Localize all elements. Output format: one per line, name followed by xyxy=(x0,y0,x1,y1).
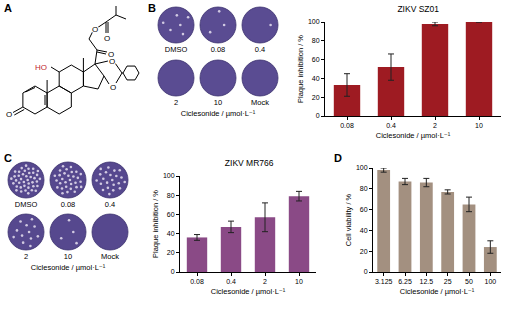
svg-text:80: 80 xyxy=(312,37,320,44)
svg-text:40: 40 xyxy=(167,230,175,237)
svg-text:C: C xyxy=(4,152,12,164)
svg-text:Plaque inhibition / %: Plaque inhibition / % xyxy=(296,35,305,103)
svg-text:40: 40 xyxy=(312,75,320,82)
svg-text:2: 2 xyxy=(24,252,28,261)
svg-text:2: 2 xyxy=(174,98,178,107)
svg-text:2: 2 xyxy=(263,278,267,285)
svg-text:20: 20 xyxy=(312,94,320,101)
svg-text:100: 100 xyxy=(356,164,368,171)
svg-text:2: 2 xyxy=(433,122,437,129)
svg-text:Plaque inhibition / %: Plaque inhibition / % xyxy=(151,190,160,258)
svg-text:ZIKV SZ01: ZIKV SZ01 xyxy=(397,4,439,14)
svg-text:12.5: 12.5 xyxy=(420,278,434,285)
svg-text:80: 80 xyxy=(360,185,368,192)
svg-text:Ciclesonide / µmol·L⁻¹: Ciclesonide / µmol·L⁻¹ xyxy=(211,287,286,296)
svg-text:10: 10 xyxy=(475,122,483,129)
svg-text:0.08: 0.08 xyxy=(190,278,204,285)
svg-text:80: 80 xyxy=(167,192,175,199)
svg-text:O: O xyxy=(104,34,110,43)
svg-text:Cell viability / %: Cell viability / % xyxy=(344,193,353,246)
svg-text:D: D xyxy=(334,152,342,164)
svg-text:0.4: 0.4 xyxy=(105,200,115,209)
svg-text:O: O xyxy=(110,83,116,92)
svg-text:10: 10 xyxy=(64,252,72,261)
svg-text:Ciclesonide / µmol·L⁻¹: Ciclesonide / µmol·L⁻¹ xyxy=(376,131,451,140)
svg-text:O: O xyxy=(109,57,115,66)
svg-text:50: 50 xyxy=(465,278,473,285)
svg-text:O: O xyxy=(6,110,12,119)
svg-text:20: 20 xyxy=(167,249,175,256)
svg-text:Mock: Mock xyxy=(101,252,119,261)
svg-text:20: 20 xyxy=(360,248,368,255)
svg-text:3.125: 3.125 xyxy=(375,278,393,285)
svg-text:10: 10 xyxy=(295,278,303,285)
svg-text:0.08: 0.08 xyxy=(61,200,76,209)
svg-text:ZIKV MR766: ZIKV MR766 xyxy=(225,158,274,168)
svg-text:25: 25 xyxy=(444,278,452,285)
svg-text:60: 60 xyxy=(360,206,368,213)
svg-text:DMSO: DMSO xyxy=(165,45,188,54)
svg-text:100: 100 xyxy=(484,278,496,285)
svg-text:0: 0 xyxy=(316,112,320,119)
svg-text:60: 60 xyxy=(167,211,175,218)
svg-text:0.08: 0.08 xyxy=(340,122,354,129)
svg-text:0.4: 0.4 xyxy=(255,45,265,54)
svg-text:0.4: 0.4 xyxy=(386,122,396,129)
svg-text:0.08: 0.08 xyxy=(211,45,226,54)
svg-text:60: 60 xyxy=(312,56,320,63)
svg-text:0: 0 xyxy=(171,268,175,275)
svg-text:DMSO: DMSO xyxy=(15,200,38,209)
svg-text:B: B xyxy=(148,2,156,14)
svg-text:0: 0 xyxy=(364,268,368,275)
svg-text:A: A xyxy=(4,2,12,14)
svg-text:O: O xyxy=(107,50,115,59)
svg-text:40: 40 xyxy=(360,227,368,234)
svg-text:HO: HO xyxy=(35,63,47,72)
svg-text:Mock: Mock xyxy=(251,98,269,107)
svg-text:0.4: 0.4 xyxy=(226,278,236,285)
svg-text:100: 100 xyxy=(163,172,175,179)
svg-text:Ciclesonide / µmol·L⁻¹: Ciclesonide / µmol·L⁻¹ xyxy=(31,263,106,272)
svg-text:6.25: 6.25 xyxy=(398,278,412,285)
svg-text:100: 100 xyxy=(308,18,320,25)
svg-text:O: O xyxy=(92,25,98,34)
svg-text:10: 10 xyxy=(214,98,222,107)
svg-text:Ciclesonide / µmol·L⁻¹: Ciclesonide / µmol·L⁻¹ xyxy=(181,109,256,118)
svg-text:Ciclesonide / µmol·L⁻¹: Ciclesonide / µmol·L⁻¹ xyxy=(400,287,475,296)
